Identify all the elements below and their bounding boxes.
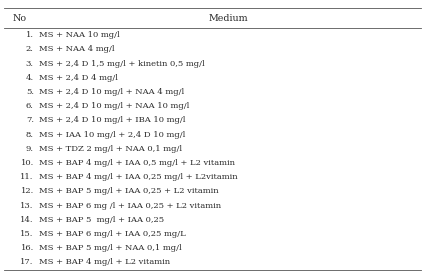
Text: 8.: 8. [26,131,34,139]
Text: 13.: 13. [20,202,34,210]
Text: MS + 2,4 D 1,5 mg/l + kinetin 0,5 mg/l: MS + 2,4 D 1,5 mg/l + kinetin 0,5 mg/l [39,60,205,68]
Text: MS + BAP 4 mg/l + IAA 0,25 mg/l + L2vitamin: MS + BAP 4 mg/l + IAA 0,25 mg/l + L2vita… [39,173,238,181]
Text: 11.: 11. [20,173,34,181]
Text: 14.: 14. [20,216,34,224]
Text: 4.: 4. [26,74,34,82]
Text: Medium: Medium [209,14,248,23]
Text: MS + BAP 5  mg/l + IAA 0,25: MS + BAP 5 mg/l + IAA 0,25 [39,216,165,224]
Text: MS + NAA 4 mg/l: MS + NAA 4 mg/l [39,45,115,53]
Text: 7.: 7. [26,116,34,124]
Text: 1.: 1. [26,31,34,39]
Text: MS + BAP 5 mg/l + IAA 0,25 + L2 vitamin: MS + BAP 5 mg/l + IAA 0,25 + L2 vitamin [39,187,219,195]
Text: MS + 2,4 D 4 mg/l: MS + 2,4 D 4 mg/l [39,74,118,82]
Text: 3.: 3. [26,60,34,68]
Text: MS + 2,4 D 10 mg/l + NAA 10 mg/l: MS + 2,4 D 10 mg/l + NAA 10 mg/l [39,102,190,110]
Text: MS + BAP 5 mg/l + NAA 0,1 mg/l: MS + BAP 5 mg/l + NAA 0,1 mg/l [39,244,182,252]
Text: MS + TDZ 2 mg/l + NAA 0,1 mg/l: MS + TDZ 2 mg/l + NAA 0,1 mg/l [39,145,182,153]
Text: 10.: 10. [21,159,34,167]
Text: 16.: 16. [21,244,34,252]
Text: MS + IAA 10 mg/l + 2,4 D 10 mg/l: MS + IAA 10 mg/l + 2,4 D 10 mg/l [39,131,186,139]
Text: MS + BAP 6 mg /l + IAA 0,25 + L2 vitamin: MS + BAP 6 mg /l + IAA 0,25 + L2 vitamin [39,202,222,210]
Text: No: No [13,14,27,23]
Text: 15.: 15. [20,230,34,238]
Text: 6.: 6. [26,102,34,110]
Text: 9.: 9. [26,145,34,153]
Text: MS + 2,4 D 10 mg/l + IBA 10 mg/l: MS + 2,4 D 10 mg/l + IBA 10 mg/l [39,116,186,124]
Text: 5.: 5. [26,88,34,96]
Text: MS + BAP 4 mg/l + IAA 0,5 mg/l + L2 vitamin: MS + BAP 4 mg/l + IAA 0,5 mg/l + L2 vita… [39,159,235,167]
Text: 2.: 2. [26,45,34,53]
Text: 17.: 17. [20,258,34,266]
Text: MS + BAP 6 mg/l + IAA 0,25 mg/L: MS + BAP 6 mg/l + IAA 0,25 mg/L [39,230,186,238]
Text: 12.: 12. [21,187,34,195]
Text: MS + NAA 10 mg/l: MS + NAA 10 mg/l [39,31,120,39]
Text: MS + 2,4 D 10 mg/l + NAA 4 mg/l: MS + 2,4 D 10 mg/l + NAA 4 mg/l [39,88,184,96]
Text: MS + BAP 4 mg/l + L2 vitamin: MS + BAP 4 mg/l + L2 vitamin [39,258,170,266]
